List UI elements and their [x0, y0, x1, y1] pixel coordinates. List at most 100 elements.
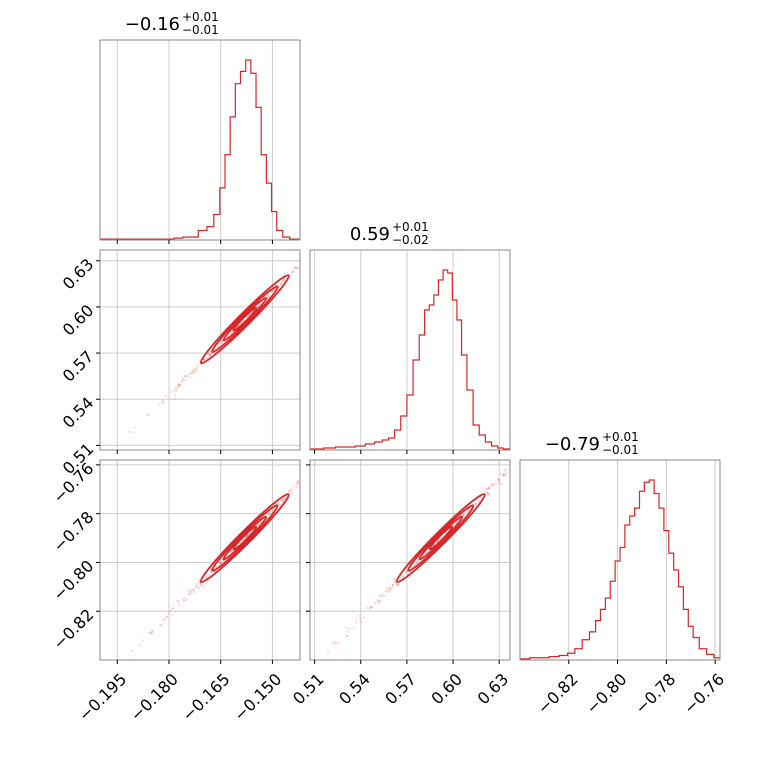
scatter-point: [184, 378, 187, 382]
scatter-2-1: [327, 468, 509, 654]
scatter-point: [497, 479, 501, 482]
scatter-point: [404, 570, 407, 574]
scatter-point: [182, 599, 185, 602]
scatter-point: [281, 499, 284, 502]
scatter-point: [485, 489, 488, 492]
scatter-point: [248, 313, 251, 316]
scatter-point: [130, 649, 134, 652]
scatter-point: [295, 480, 299, 483]
scatter-point: [282, 278, 285, 281]
scatter-point: [166, 615, 169, 618]
x-tick-label-0-2: −0.165: [178, 670, 233, 725]
scatter-point: [268, 513, 271, 517]
scatter-point: [150, 630, 154, 633]
panel-0-0: [116, 40, 273, 240]
scatter-point: [332, 641, 335, 644]
scatter-point: [197, 579, 200, 582]
scatter-point: [487, 487, 490, 490]
panel-frame: [519, 459, 721, 661]
scatter-point: [266, 294, 269, 298]
contour-0: [199, 493, 290, 583]
scatter-point: [462, 513, 466, 516]
scatter-point: [188, 592, 191, 595]
scatter-point: [289, 491, 292, 494]
hist-bin-1-17: [438, 280, 443, 450]
hist-bin-1-11: [407, 395, 413, 450]
scatter-point: [411, 564, 414, 568]
scatter-point: [139, 643, 142, 646]
scatter-point: [182, 377, 185, 380]
scatter-point: [396, 584, 399, 587]
scatter-point: [462, 513, 465, 517]
hist-bin-1-6: [375, 442, 383, 450]
scatter-point: [199, 582, 203, 586]
scatter-point: [391, 583, 394, 587]
scatter-point: [192, 588, 195, 591]
scatter-point: [297, 266, 300, 270]
scatter-point: [199, 583, 202, 586]
scatter-point: [346, 635, 349, 638]
panel-frame: [99, 39, 301, 241]
scatter-point: [175, 389, 178, 393]
scatter-point: [162, 619, 165, 622]
scatter-point: [258, 303, 261, 306]
scatter-point: [177, 600, 180, 603]
hist-bin-2-14: [620, 548, 625, 661]
scatter-point: [474, 502, 477, 506]
y-tick-label-2-2: −0.78: [49, 508, 97, 556]
scatter-point: [291, 271, 294, 274]
scatter-point: [192, 370, 195, 373]
scatter-point: [271, 510, 274, 513]
hist-bin-0-17: [251, 73, 256, 240]
scatter-point: [192, 589, 195, 592]
hist-bin-2-25: [674, 570, 679, 660]
corner-panels: [96, 39, 721, 664]
hist-bin-0-16: [246, 60, 251, 240]
scatter-point: [346, 630, 349, 633]
scatter-point: [284, 497, 287, 501]
hist-bin-1-10: [401, 416, 407, 450]
scatter-point: [201, 584, 204, 588]
scatter-point: [288, 489, 292, 492]
x-tick-label-1-4: 0.63: [474, 670, 513, 709]
scatter-point: [220, 340, 223, 343]
scatter-point: [391, 583, 394, 587]
scatter-point: [486, 491, 489, 494]
scatter-point: [402, 574, 405, 577]
scatter-point: [190, 592, 193, 595]
scatter-point: [228, 551, 231, 554]
scatter-point: [499, 481, 502, 484]
hist-bin-0-9: [207, 227, 214, 240]
scatter-point: [256, 305, 259, 308]
scatter-point: [387, 588, 391, 591]
x-tick-label-0-3: −0.150: [230, 670, 285, 725]
scatter-point: [180, 380, 184, 383]
scatter-point: [192, 368, 195, 371]
scatter-point: [266, 297, 269, 300]
scatter-point: [281, 500, 284, 503]
scatter-point: [132, 431, 135, 434]
scatter-point: [216, 345, 220, 349]
hist-bin-2-4: [559, 656, 568, 661]
scatter-point: [389, 587, 392, 591]
scatter-point: [496, 478, 500, 481]
param-title-0: −0.16: [125, 14, 180, 35]
scatter-point: [163, 617, 167, 620]
contour-3: [232, 525, 258, 551]
scatter-point: [370, 606, 373, 609]
hist-bin-2-22: [659, 508, 664, 660]
scatter-point: [190, 372, 193, 375]
hist-bin-2-16: [630, 516, 635, 660]
scatter-point: [376, 599, 379, 602]
scatter-point: [174, 386, 177, 389]
hist-bin-1-25: [479, 435, 485, 450]
scatter-point: [209, 353, 213, 356]
scatter-point: [230, 549, 233, 552]
scatter-point: [283, 498, 286, 501]
scatter-point: [488, 487, 491, 490]
scatter-point: [479, 495, 483, 499]
scatter-point: [208, 353, 212, 356]
scatter-2-0: [130, 480, 300, 652]
scatter-point: [485, 491, 488, 494]
scatter-point: [388, 589, 391, 592]
